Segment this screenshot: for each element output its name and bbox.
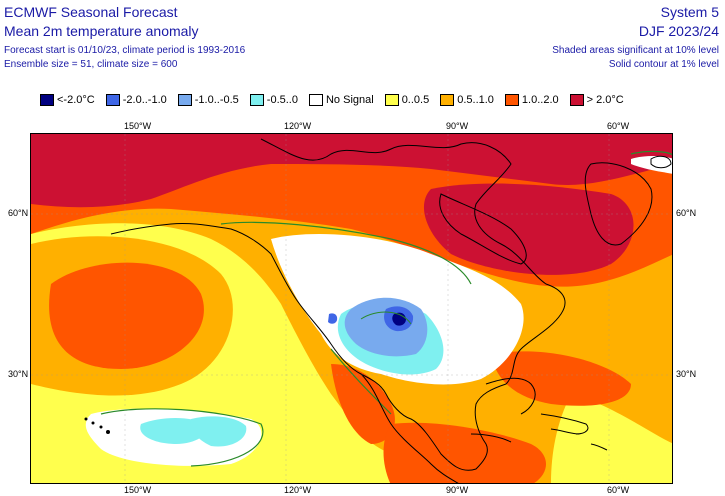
coastline: [470, 433, 512, 443]
lon-tick-bottom: 120°W: [284, 485, 312, 495]
coastline: [360, 373, 459, 483]
greenland-outline: [584, 162, 653, 246]
lat-tick-right: 30°N: [676, 369, 697, 379]
forecast-title: ECMWF Seasonal Forecast: [4, 4, 178, 20]
anomaly-field-cyan: [190, 416, 247, 447]
coastline: [540, 413, 589, 435]
legend-swatch: [249, 94, 264, 106]
lon-tick-bottom: 150°W: [124, 485, 152, 495]
significance-contour: [220, 221, 472, 285]
coastline: [590, 443, 608, 451]
forecast-start-info: Forecast start is 01/10/23, climate peri…: [4, 45, 246, 56]
lat-tick-left: 30°N: [8, 369, 29, 379]
season-label: DJF 2023/24: [638, 23, 719, 39]
hawaii-island: [91, 421, 95, 425]
significance-info: Shaded areas significant at 10% level: [552, 45, 719, 56]
legend-item: 1.0..2.0: [504, 94, 559, 106]
legend-label: 1.0..2.0: [521, 94, 559, 106]
anomaly-map: [30, 133, 673, 484]
legend-swatch: [569, 94, 584, 106]
legend-item: > 2.0°C: [569, 94, 624, 106]
lon-tick-top: 90°W: [446, 121, 469, 131]
legend-label: 0..0.5: [401, 94, 430, 106]
legend-item: -2.0..-1.0: [105, 94, 167, 106]
coastline: [550, 428, 580, 435]
anomaly-field-red-orange: [383, 422, 546, 483]
legend-item: -1.0..-0.5: [177, 94, 239, 106]
hawaii-island: [99, 425, 103, 429]
significance-contour: [630, 150, 672, 156]
legend-label: No Signal: [325, 94, 374, 106]
legend-label: -2.0..-1.0: [122, 94, 167, 106]
anomaly-field-red-orange: [331, 364, 395, 444]
hudson-bay-outline: [439, 193, 527, 265]
legend-swatch: [308, 94, 323, 106]
lat-tick-left: 60°N: [8, 208, 29, 218]
forecast-subtitle: Mean 2m temperature anomaly: [4, 23, 199, 39]
significance-contour: [100, 408, 264, 467]
legend-swatch: [384, 94, 399, 106]
legend-swatch: [504, 94, 519, 106]
lon-tick-bottom: 60°W: [607, 485, 630, 495]
anomaly-field-red-orange: [49, 262, 204, 369]
lon-tick-top: 120°W: [284, 121, 312, 131]
legend-item: No Signal: [308, 94, 374, 106]
legend-swatch: [40, 94, 54, 106]
legend-label: -1.0..-0.5: [194, 94, 239, 106]
legend-item: 0..0.5: [384, 94, 430, 106]
anomaly-field-yellow: [551, 394, 672, 483]
legend-item: -0.5..0: [249, 94, 298, 106]
legend-label: 0.5..1.0: [457, 94, 494, 106]
hawaii-island: [84, 417, 88, 421]
anomaly-field-cyan: [140, 418, 207, 444]
legend-item: <-2.0°C: [40, 94, 95, 106]
anomaly-field-red-orange: [491, 351, 631, 406]
legend-label: <-2.0°C: [57, 94, 95, 106]
legend-label: -0.5..0: [266, 94, 298, 106]
legend-swatch: [105, 94, 120, 106]
legend-swatch: [440, 94, 455, 106]
anomaly-field-dark-red: [31, 134, 672, 208]
hawaii-island: [106, 430, 110, 434]
anomaly-field-blue: [328, 313, 338, 324]
lat-tick-right: 60°N: [676, 208, 697, 218]
contour-info: Solid contour at 1% level: [608, 59, 719, 70]
lon-tick-top: 60°W: [607, 121, 630, 131]
legend-label: > 2.0°C: [586, 94, 624, 106]
legend-swatch: [177, 94, 192, 106]
anomaly-field-dark-red: [423, 183, 634, 275]
lon-tick-bottom: 90°W: [446, 485, 469, 495]
coastline: [110, 138, 566, 471]
color-legend: <-2.0°C -2.0..-1.0 -1.0..-0.5 -0.5..0 No…: [40, 93, 635, 107]
coastline: [485, 377, 536, 415]
significance-contour: [360, 311, 412, 325]
significance-contour: [330, 348, 392, 415]
ensemble-size-info: Ensemble size = 51, climate size = 600: [4, 59, 178, 70]
system-label: System 5: [660, 4, 719, 20]
anomaly-map-svg: [31, 134, 672, 483]
lon-tick-top: 150°W: [124, 121, 152, 131]
legend-item: 0.5..1.0: [440, 94, 494, 106]
coastline: [650, 155, 672, 169]
